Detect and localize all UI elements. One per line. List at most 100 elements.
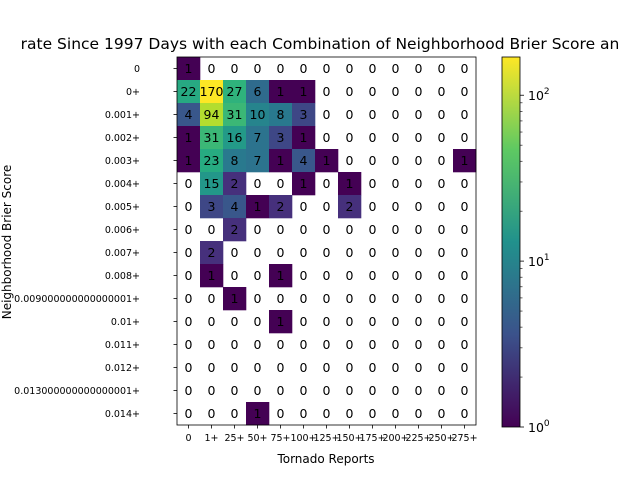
cell-value: 0 [231, 337, 239, 352]
cell-value: 1 [254, 199, 262, 214]
cell-value: 0 [231, 314, 239, 329]
cell-value: 0 [415, 61, 423, 76]
cell-value: 0 [415, 199, 423, 214]
cell-value: 1 [208, 268, 216, 283]
y-tick-label: 0.005+ [105, 202, 140, 213]
heatmap-cell [269, 80, 293, 104]
cell-value: 1 [277, 153, 285, 168]
cell-value: 0 [438, 130, 446, 145]
cell-value: 0 [369, 406, 377, 421]
cell-value: 0 [346, 245, 354, 260]
y-tick-label: 0.012+ [105, 363, 140, 374]
heatmap-cell [177, 126, 201, 150]
x-tick-label: 100+ [290, 433, 316, 444]
cell-value: 0 [438, 222, 446, 237]
cell-value: 0 [415, 222, 423, 237]
cell-value: 0 [438, 176, 446, 191]
cell-value: 0 [438, 107, 446, 122]
colorbar-tick-label: 102 [528, 87, 550, 103]
heatmap-cell [315, 149, 339, 173]
cell-value: 0 [392, 84, 400, 99]
cell-value: 0 [438, 383, 446, 398]
y-tick-label: 0.003+ [105, 156, 140, 167]
cell-value: 0 [185, 245, 193, 260]
cell-value: 0 [415, 406, 423, 421]
cell-value: 0 [461, 84, 469, 99]
cell-value: 0 [461, 406, 469, 421]
heatmap-cell [269, 310, 293, 334]
x-tick-label: 200+ [382, 433, 408, 444]
cell-value: 1 [300, 84, 308, 99]
cell-value: 0 [300, 245, 308, 260]
cell-value: 0 [369, 245, 377, 260]
cell-value: 0 [369, 360, 377, 375]
cell-value: 0 [415, 245, 423, 260]
x-tick-label: 50+ [247, 433, 267, 444]
cell-value: 0 [369, 199, 377, 214]
y-tick-label: 0.014+ [105, 409, 140, 420]
cell-value: 0 [369, 314, 377, 329]
heatmap-cell [177, 80, 201, 104]
cell-value: 0 [277, 383, 285, 398]
y-tick-label: 0.008+ [105, 271, 140, 282]
cell-value: 31 [227, 107, 243, 122]
cell-value: 0 [346, 291, 354, 306]
cell-value: 0 [461, 291, 469, 306]
heatmap-cell [269, 126, 293, 150]
cell-value: 0 [231, 268, 239, 283]
cell-value: 0 [277, 176, 285, 191]
y-tick-label: 0.007+ [105, 248, 140, 259]
cell-value: 0 [346, 107, 354, 122]
cell-value: 0 [323, 314, 331, 329]
y-tick-label: 0.002+ [105, 133, 140, 144]
heatmap-cell [269, 103, 293, 127]
cell-value: 31 [204, 130, 220, 145]
cell-value: 0 [415, 130, 423, 145]
cell-value: 0 [461, 61, 469, 76]
x-tick-label: 0 [185, 433, 191, 444]
heatmap-cell [292, 126, 316, 150]
heatmap-cell [246, 126, 270, 150]
cell-value: 0 [231, 406, 239, 421]
cell-value: 0 [392, 337, 400, 352]
colorbar-tick-label: 101 [528, 253, 550, 269]
cell-value: 0 [438, 337, 446, 352]
cell-value: 0 [254, 383, 262, 398]
cell-value: 0 [392, 383, 400, 398]
cell-value: 0 [461, 337, 469, 352]
cell-value: 0 [415, 84, 423, 99]
x-tick-label: 150+ [336, 433, 362, 444]
cell-value: 0 [438, 84, 446, 99]
cell-value: 0 [323, 245, 331, 260]
cell-value: 3 [277, 130, 285, 145]
cell-value: 1 [185, 153, 193, 168]
cell-value: 94 [204, 107, 220, 122]
cell-value: 0 [369, 383, 377, 398]
cell-value: 0 [277, 337, 285, 352]
cell-value: 0 [461, 130, 469, 145]
cell-value: 0 [323, 268, 331, 283]
cell-value: 0 [323, 360, 331, 375]
cell-value: 0 [392, 222, 400, 237]
cell-value: 0 [185, 291, 193, 306]
cell-value: 0 [438, 406, 446, 421]
heatmap-cell [223, 126, 247, 150]
cell-value: 0 [254, 291, 262, 306]
cell-value: 0 [254, 61, 262, 76]
cell-value: 0 [300, 406, 308, 421]
heatmap-cell [223, 172, 247, 196]
cell-value: 0 [300, 383, 308, 398]
cell-value: 0 [323, 383, 331, 398]
cell-value: 1 [185, 130, 193, 145]
colorbar-ticks: 100 101 102 [520, 87, 550, 435]
heatmap-cell [338, 195, 362, 219]
cell-value: 8 [231, 153, 239, 168]
heatmap-cell [269, 264, 293, 288]
cell-value: 0 [208, 222, 216, 237]
cell-value: 1 [323, 153, 331, 168]
cell-value: 0 [277, 406, 285, 421]
cell-value: 0 [185, 268, 193, 283]
heatmap-cell [200, 80, 224, 104]
cell-value: 0 [392, 153, 400, 168]
y-tick-label: 0+ [126, 87, 140, 98]
